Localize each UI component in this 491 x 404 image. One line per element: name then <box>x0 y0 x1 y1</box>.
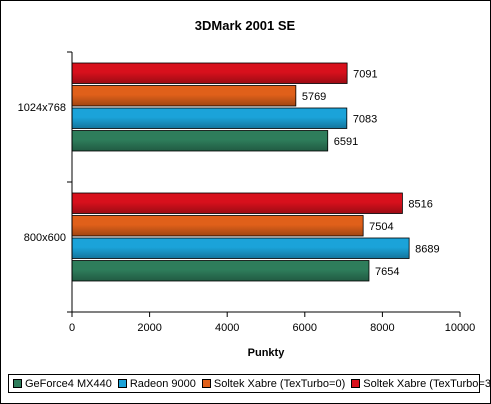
x-axis-title: Punkty <box>248 347 286 359</box>
x-tick-label-10000: 10000 <box>445 322 476 334</box>
legend-item: GeForce4 MX440 <box>13 378 112 390</box>
legend-item: Soltek Xabre (TexTurbo=3) <box>351 378 491 390</box>
legend-swatch <box>351 379 361 388</box>
legend-label: Soltek Xabre (TexTurbo=3) <box>363 377 491 390</box>
legend-label: GeForce4 MX440 <box>25 377 112 390</box>
bar-1024x768-Radeon 9000 <box>71 107 348 129</box>
legend-swatch <box>13 379 22 388</box>
x-tick-label-4000: 4000 <box>215 322 239 334</box>
bar-1024x768-GeForce4 MX440 <box>71 130 329 152</box>
data-label-1024x768-Soltek Xabre (TexTurbo=3): 7091 <box>353 68 377 80</box>
bar-1024x768-Soltek Xabre (TexTurbo=3) <box>71 62 348 84</box>
legend-label: Radeon 9000 <box>129 377 196 390</box>
chart-title: 3DMark 2001 SE <box>195 18 296 33</box>
bars-layer: 6591 7083 5769 7091 7654 8689 7504 8516 <box>71 62 440 282</box>
legend: GeForce4 MX440 Radeon 9000 Soltek Xabre (T… <box>8 374 491 393</box>
legend-label: Soltek Xabre (TexTurbo=0) <box>213 377 346 390</box>
legend-swatch <box>117 379 127 388</box>
x-tick-label-0: 0 <box>69 322 75 334</box>
bar-800x600-Soltek Xabre (TexTurbo=0) <box>71 215 364 237</box>
legend-swatch <box>201 379 211 388</box>
legend-item: Soltek Xabre (TexTurbo=0) <box>201 377 346 390</box>
axes-layer: 1024x768 800x600 0 2000 4000 6000 8000 10000 <box>18 51 476 334</box>
data-label-800x600-GeForce4 MX440: 7654 <box>375 266 399 278</box>
bar-800x600-Radeon 9000 <box>71 237 410 259</box>
category-label-800x600: 800x600 <box>24 232 66 244</box>
data-label-800x600-Soltek Xabre (TexTurbo=0): 7504 <box>369 221 393 233</box>
x-tick-label-8000: 8000 <box>370 322 394 334</box>
legend-item: Radeon 9000 <box>117 377 196 390</box>
x-tick-label-2000: 2000 <box>137 322 161 334</box>
bar-800x600-Soltek Xabre (TexTurbo=3) <box>71 192 403 214</box>
data-label-1024x768-GeForce4 MX440: 6591 <box>334 136 358 148</box>
category-label-1024x768: 1024x768 <box>18 102 66 114</box>
data-label-800x600-Radeon 9000: 8689 <box>415 243 439 255</box>
bar-1024x768-Soltek Xabre (TexTurbo=0) <box>71 85 297 107</box>
data-label-800x600-Soltek Xabre (TexTurbo=3): 8516 <box>408 198 432 210</box>
data-label-1024x768-Soltek Xabre (TexTurbo=0): 5769 <box>302 91 326 103</box>
bar-800x600-GeForce4 MX440 <box>71 260 370 282</box>
data-label-1024x768-Radeon 9000: 7083 <box>353 113 377 125</box>
x-tick-label-6000: 6000 <box>293 322 317 334</box>
